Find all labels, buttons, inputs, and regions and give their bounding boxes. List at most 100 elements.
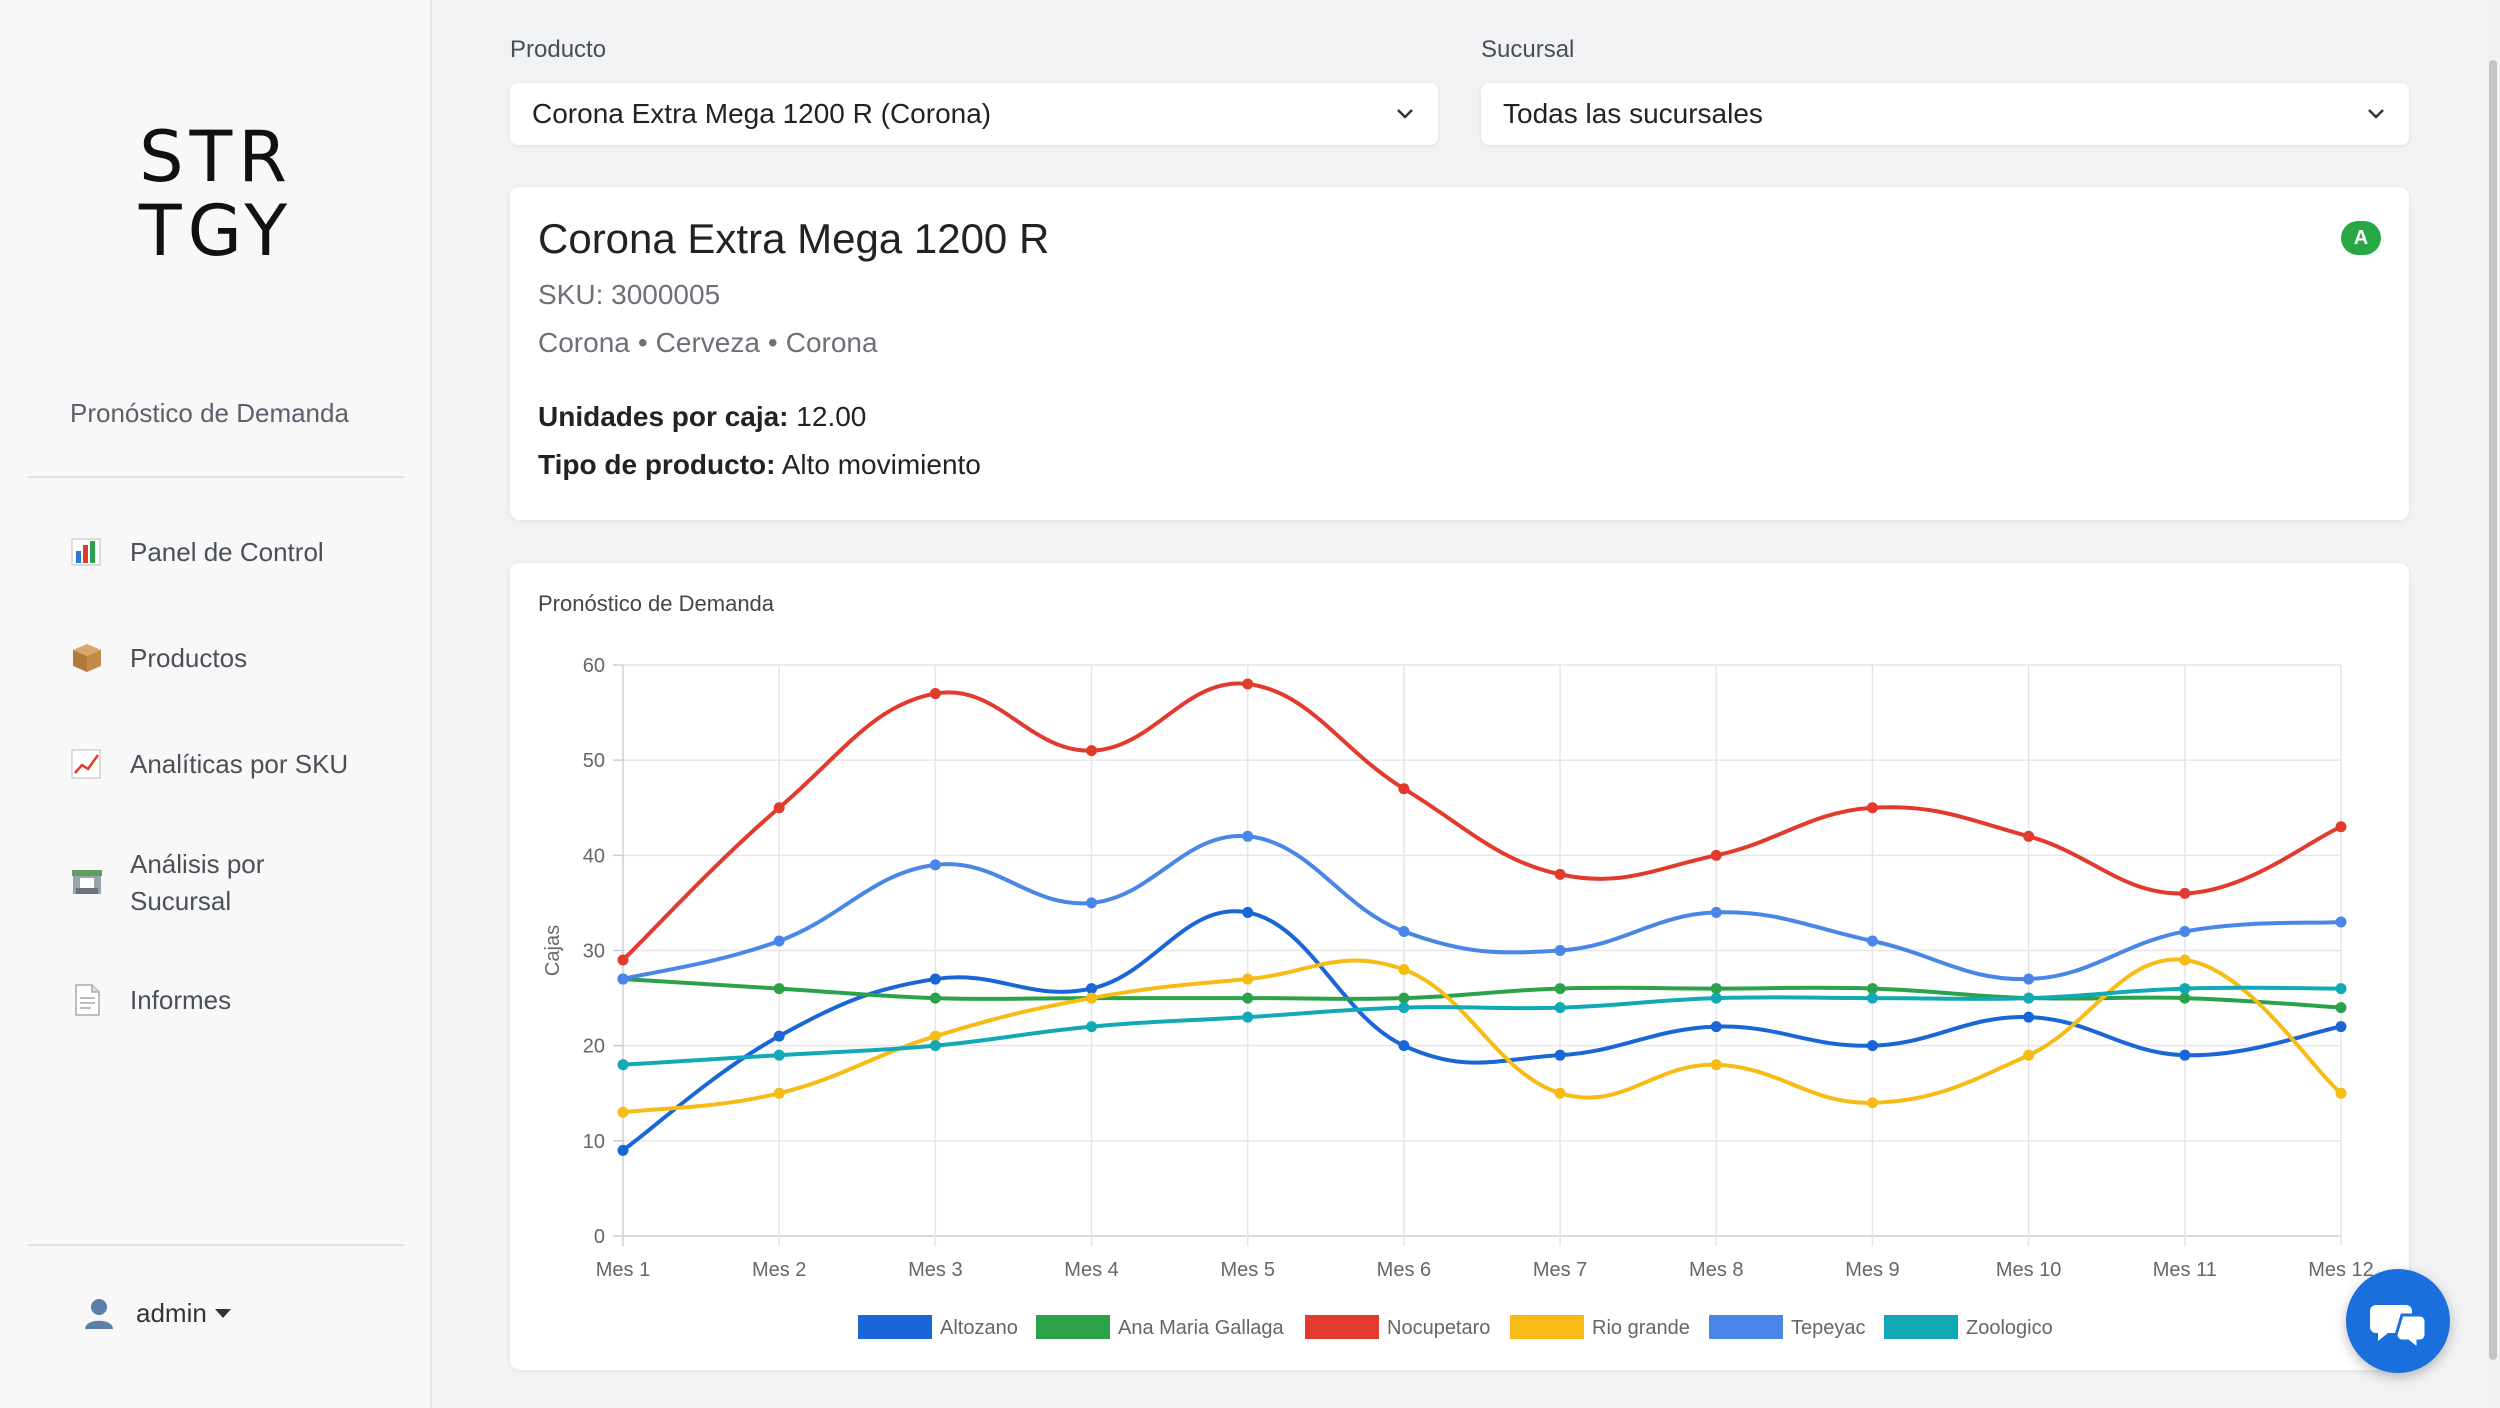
store-icon [70,864,104,898]
data-point-altozano[interactable] [1710,1021,1722,1033]
legend-swatch-ana-maria-gallaga[interactable] [1036,1315,1110,1339]
sidebar-item-informes[interactable]: Informes [70,982,231,1019]
data-point-ana-maria-gallaga[interactable] [2335,1002,2347,1014]
data-point-tepeyac[interactable] [2179,925,2191,937]
data-point-zoologico[interactable] [2335,983,2347,995]
legend-label-zoologico[interactable]: Zoologico [1966,1317,2053,1339]
data-point-tepeyac[interactable] [1554,945,1566,956]
legend-label-tepeyac[interactable]: Tepeyac [1791,1317,1866,1339]
data-point-tepeyac[interactable] [1866,935,1878,947]
data-point-rio-grande[interactable] [929,1030,941,1042]
data-point-ana-maria-gallaga[interactable] [1554,983,1566,995]
data-point-nocupetaro[interactable] [929,688,941,700]
data-point-tepeyac[interactable] [1242,830,1254,842]
sidebar-item-panel-de-control[interactable]: Panel de Control [70,534,324,571]
legend-label-nocupetaro[interactable]: Nocupetaro [1387,1317,1490,1339]
product-select[interactable]: Corona Extra Mega 1200 R (Corona) [510,83,1438,145]
data-point-zoologico[interactable] [2179,983,2191,995]
page-scrollbar[interactable] [2486,0,2500,1408]
data-point-nocupetaro[interactable] [1554,868,1566,880]
data-point-nocupetaro[interactable] [1242,678,1254,690]
y-tick-label: 10 [583,1131,605,1153]
data-point-altozano[interactable] [2335,1021,2347,1033]
branch-select[interactable]: Todas las sucursales [1481,83,2409,145]
data-point-tepeyac[interactable] [1086,897,1098,909]
legend-swatch-nocupetaro[interactable] [1305,1315,1379,1339]
data-point-nocupetaro[interactable] [2335,821,2347,833]
package-icon [70,641,104,675]
data-point-tepeyac[interactable] [773,935,785,947]
data-point-rio-grande[interactable] [2335,1087,2347,1099]
data-point-rio-grande[interactable] [1086,992,1098,1004]
data-point-nocupetaro[interactable] [1398,783,1410,795]
data-point-rio-grande[interactable] [1398,964,1410,976]
data-point-altozano[interactable] [2179,1049,2191,1061]
data-point-nocupetaro[interactable] [2179,887,2191,899]
data-point-zoologico[interactable] [1086,1021,1098,1033]
data-point-ana-maria-gallaga[interactable] [2179,992,2191,1004]
sidebar-item-analisis-por-sucursal[interactable]: Análisis por Sucursal [70,846,370,920]
data-point-zoologico[interactable] [929,1040,941,1052]
data-point-tepeyac[interactable] [1710,906,1722,918]
data-point-nocupetaro[interactable] [773,802,785,814]
sidebar-item-label: Análisis por Sucursal [130,849,265,916]
data-point-zoologico[interactable] [1398,1002,1410,1014]
data-point-rio-grande[interactable] [1866,1097,1878,1109]
legend-swatch-altozano[interactable] [858,1315,932,1339]
sidebar-item-label: Productos [130,643,248,673]
sidebar-item-analiticas-por-sku[interactable]: Analíticas por SKU [70,746,348,783]
data-point-rio-grande[interactable] [1242,973,1254,985]
x-tick-label: Mes 1 [596,1259,650,1281]
data-point-altozano[interactable] [617,1144,629,1156]
data-point-tepeyac[interactable] [2335,916,2347,928]
y-tick-label: 40 [583,845,605,867]
data-point-tepeyac[interactable] [617,973,629,985]
data-point-ana-maria-gallaga[interactable] [1398,992,1410,1004]
data-point-rio-grande[interactable] [617,1106,629,1118]
data-point-altozano[interactable] [2023,1011,2035,1023]
data-point-tepeyac[interactable] [2023,973,2035,985]
data-point-ana-maria-gallaga[interactable] [1710,983,1722,995]
data-point-altozano[interactable] [1086,983,1098,995]
legend-label-altozano[interactable]: Altozano [940,1317,1018,1339]
data-point-zoologico[interactable] [1866,992,1878,1004]
data-point-nocupetaro[interactable] [2023,830,2035,842]
data-point-rio-grande[interactable] [1710,1059,1722,1071]
data-point-altozano[interactable] [1242,906,1254,918]
data-point-tepeyac[interactable] [929,859,941,871]
data-point-tepeyac[interactable] [1398,925,1410,937]
data-point-rio-grande[interactable] [2023,1049,2035,1061]
data-point-zoologico[interactable] [1242,1011,1254,1023]
data-point-altozano[interactable] [1398,1040,1410,1052]
legend-label-rio-grande[interactable]: Rio grande [1592,1317,1690,1339]
data-point-altozano[interactable] [1866,1040,1878,1052]
data-point-ana-maria-gallaga[interactable] [773,983,785,995]
legend-swatch-rio-grande[interactable] [1510,1315,1584,1339]
chat-button[interactable] [2346,1269,2450,1373]
data-point-ana-maria-gallaga[interactable] [1242,992,1254,1004]
legend-swatch-zoologico[interactable] [1884,1315,1958,1339]
scrollbar-thumb[interactable] [2489,60,2497,1360]
legend-swatch-tepeyac[interactable] [1709,1315,1783,1339]
data-point-zoologico[interactable] [773,1049,785,1061]
data-point-nocupetaro[interactable] [1710,849,1722,861]
sidebar-item-productos[interactable]: Productos [70,640,247,677]
data-point-ana-maria-gallaga[interactable] [929,992,941,1004]
data-point-rio-grande[interactable] [2179,954,2191,966]
legend-label-ana-maria-gallaga[interactable]: Ana Maria Gallaga [1118,1317,1285,1339]
data-point-altozano[interactable] [929,973,941,985]
data-point-zoologico[interactable] [1710,992,1722,1004]
data-point-zoologico[interactable] [1554,1002,1566,1014]
data-point-nocupetaro[interactable] [1086,745,1098,757]
data-point-altozano[interactable] [773,1030,785,1042]
data-point-ana-maria-gallaga[interactable] [1866,983,1878,995]
data-point-altozano[interactable] [1554,1049,1566,1061]
data-point-zoologico[interactable] [2023,992,2035,1004]
data-point-rio-grande[interactable] [773,1087,785,1099]
data-point-nocupetaro[interactable] [617,954,629,966]
data-point-zoologico[interactable] [617,1059,629,1071]
data-point-nocupetaro[interactable] [1866,802,1878,814]
app-logo[interactable]: STR TGY [0,120,432,268]
data-point-rio-grande[interactable] [1554,1087,1566,1099]
user-menu[interactable]: admin [82,1296,231,1330]
